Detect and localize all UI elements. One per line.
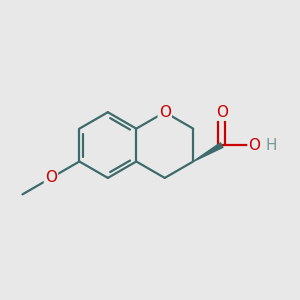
Text: H: H [265,138,277,153]
Text: O: O [159,105,171,120]
Text: O: O [45,170,57,185]
Polygon shape [193,143,223,161]
Text: O: O [216,105,228,120]
Text: O: O [248,138,260,153]
